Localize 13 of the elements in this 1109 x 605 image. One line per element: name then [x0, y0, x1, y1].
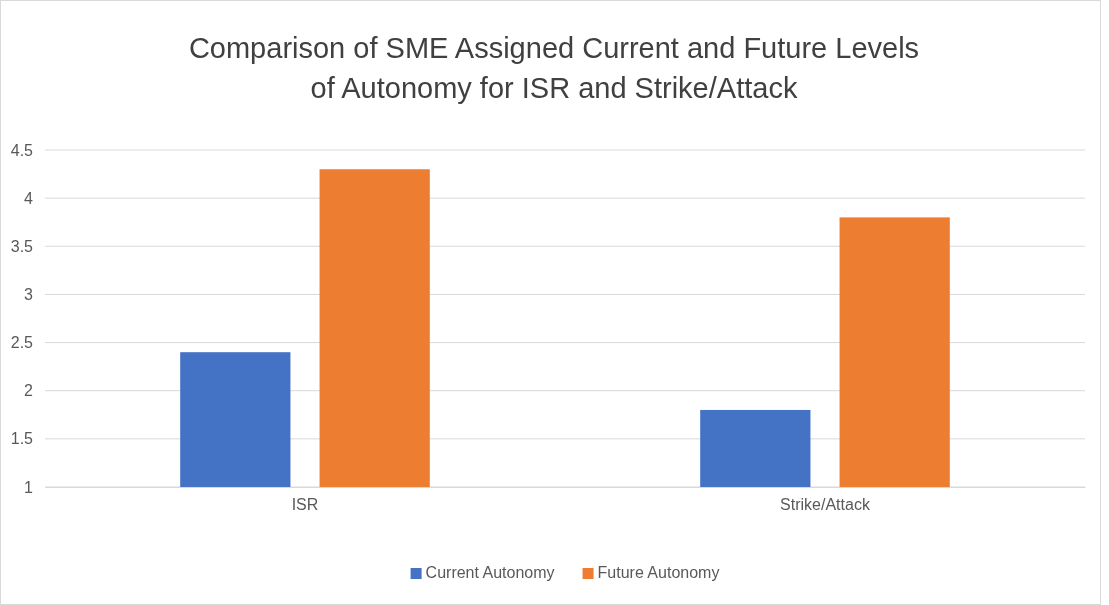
y-tick-label: 3.5: [10, 237, 34, 255]
y-tick-label: 2: [24, 382, 34, 400]
y-tick-label: 3: [24, 286, 34, 304]
y-tick-label: 4: [24, 189, 34, 207]
x-tick-label: Strike/Attack: [780, 496, 871, 514]
y-tick-label: 1: [24, 478, 34, 496]
x-tick-label: ISR: [291, 496, 319, 514]
y-tick-label: 4.5: [10, 141, 34, 159]
y-tick-label: 1.5: [10, 430, 34, 448]
chart-title: Comparison of SME Assigned Current and Future Levels of Autonomy for ISR and Strike/Attack: [188, 32, 920, 104]
y-tick-label: 2.5: [10, 334, 34, 352]
legend-label: Future Autonomy: [597, 564, 720, 581]
legend-label: Current Autonomy: [425, 564, 555, 581]
